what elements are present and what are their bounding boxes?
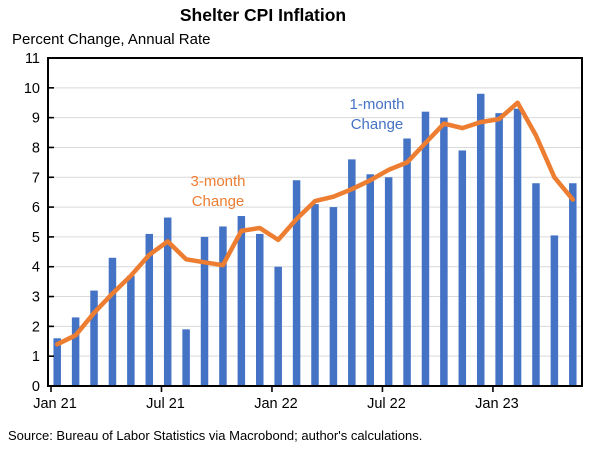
bar-dec-21	[256, 233, 264, 386]
bar-jul-22	[384, 177, 393, 386]
bar-series-label: 1-month Change	[349, 96, 405, 133]
bar-mar-22	[311, 204, 319, 386]
bar-may-22	[348, 159, 356, 386]
bar-nov-21	[237, 216, 246, 386]
bar-jan-23	[495, 113, 503, 386]
y-tick-label: 10	[24, 81, 40, 97]
y-tick-label: 8	[32, 140, 40, 156]
bar-mar-23	[532, 183, 540, 386]
y-tick-label: 0	[32, 379, 40, 395]
bar-aug-21	[182, 329, 190, 386]
bar-sep-22	[421, 111, 430, 386]
bar-nov-22	[458, 150, 467, 386]
y-axis-unit-label: Percent Change, Annual Rate	[12, 31, 211, 48]
bar-feb-22	[292, 180, 301, 386]
bar-apr-21	[108, 257, 117, 386]
y-tick-label: 1	[32, 349, 40, 365]
bar-aug-22	[403, 138, 411, 386]
y-tick-label: 5	[32, 230, 40, 246]
y-tick-label: 2	[32, 319, 40, 335]
bar-apr-22	[329, 207, 338, 386]
y-tick-label: 7	[32, 170, 40, 186]
bar-mar-21	[90, 290, 98, 386]
x-tick-label: Jan 22	[254, 396, 298, 412]
bar-oct-22	[440, 117, 448, 387]
bar-jun-22	[366, 174, 374, 386]
bar-dec-22	[476, 93, 485, 387]
chart-title: Shelter CPI Inflation	[179, 5, 347, 25]
x-tick-label: Jul 21	[146, 396, 185, 412]
bar-apr-23	[550, 235, 559, 386]
y-tick-label: 6	[32, 200, 40, 216]
bar-may-21	[127, 275, 135, 386]
line-series-label: 3-month Change	[190, 173, 246, 210]
bar-oct-21	[219, 226, 227, 386]
x-tick-label: Jan 23	[475, 396, 519, 412]
y-tick-label: 11	[25, 51, 40, 67]
x-tick-label: Jul 22	[367, 396, 406, 412]
bar-jun-21	[145, 233, 154, 386]
y-tick-label: 4	[32, 260, 40, 276]
bar-feb-23	[513, 108, 522, 386]
bar-jul-21	[163, 217, 172, 386]
bar-jan-21	[53, 338, 61, 386]
y-tick-label: 3	[32, 290, 40, 306]
bar-may-23	[569, 183, 577, 386]
x-tick-label: Jan 21	[33, 396, 77, 412]
y-tick-label: 9	[32, 111, 40, 127]
bar-feb-21	[71, 317, 80, 386]
line-3-month-change	[54, 100, 576, 347]
bar-jan-22	[274, 266, 282, 386]
bar-sep-21	[200, 236, 209, 386]
plot-border	[47, 57, 583, 387]
source-note: Source: Bureau of Labor Statistics via M…	[8, 428, 423, 443]
